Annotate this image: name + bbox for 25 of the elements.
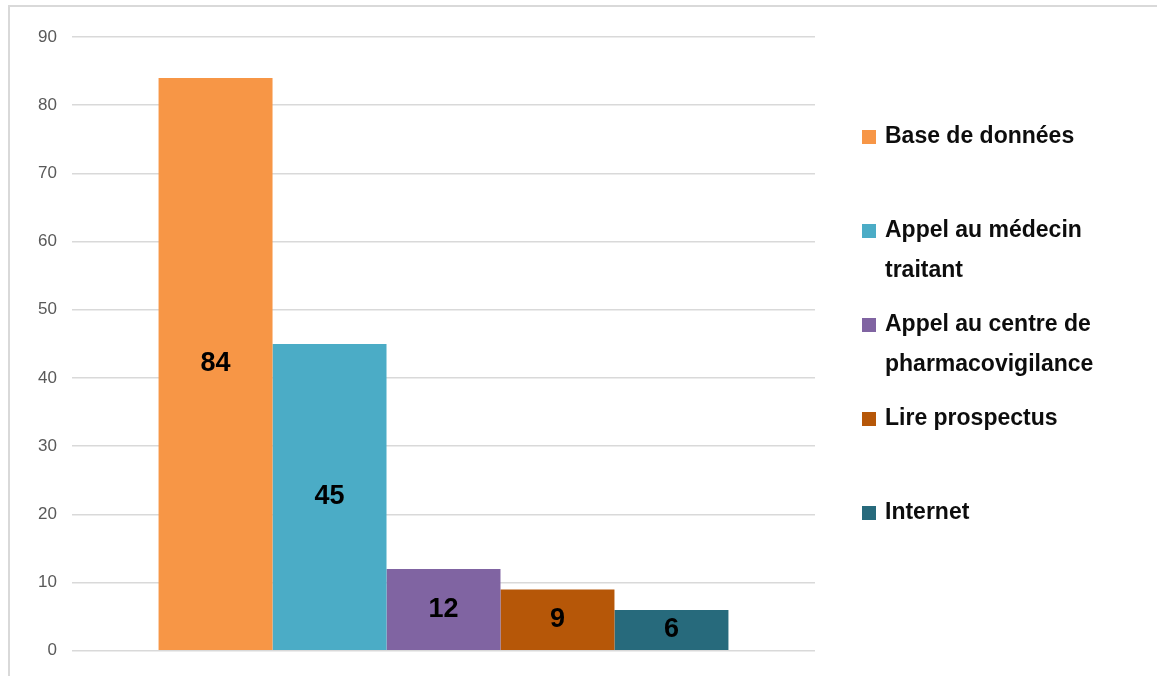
y-tick-label: 50 — [38, 299, 57, 319]
legend-label: Internet — [885, 498, 970, 525]
y-tick-label: 80 — [38, 94, 57, 114]
data-label: 6 — [663, 613, 679, 644]
y-tick-label: 10 — [38, 572, 57, 592]
legend-label: Appel au médecin traitant — [885, 216, 1082, 283]
bar — [158, 77, 273, 651]
data-label: 12 — [428, 592, 459, 623]
legend-label: Base de données — [885, 122, 1075, 149]
y-tick-label: 70 — [38, 163, 57, 183]
legend-label: Lire prospectus — [885, 404, 1058, 431]
y-tick-label: 90 — [38, 26, 57, 46]
y-tick-label: 0 — [47, 640, 57, 660]
data-label: 9 — [549, 603, 565, 634]
y-tick-label: 60 — [38, 231, 57, 251]
bar — [272, 343, 387, 651]
y-tick-label: 40 — [38, 367, 57, 387]
bar — [614, 609, 729, 651]
data-label: 45 — [314, 480, 345, 511]
y-tick-label: 30 — [38, 435, 57, 455]
y-tick-label: 20 — [38, 504, 57, 524]
bar — [500, 589, 615, 651]
data-label: 84 — [200, 347, 231, 378]
legend-label: Appel au centre de pharmacovigilance — [885, 310, 1094, 377]
bar — [386, 568, 501, 651]
